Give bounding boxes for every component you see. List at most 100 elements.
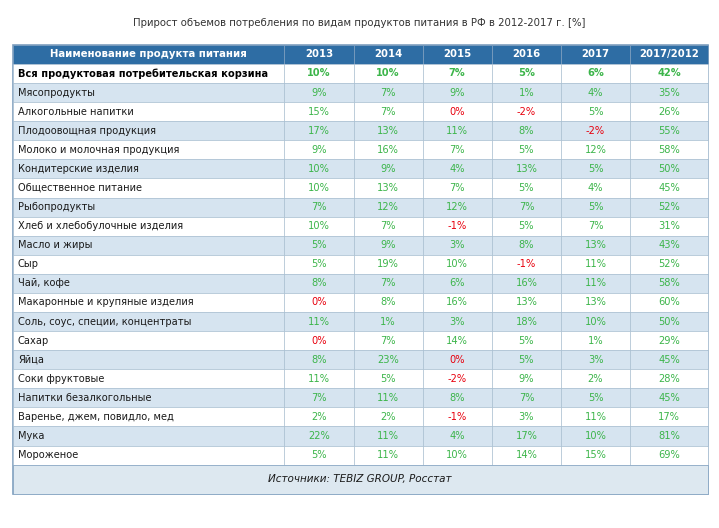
Bar: [630, 159, 708, 178]
Text: 4%: 4%: [588, 88, 603, 98]
Bar: [284, 64, 354, 83]
Bar: [492, 446, 561, 465]
Bar: [630, 388, 708, 408]
Bar: [561, 159, 630, 178]
Bar: [492, 121, 561, 140]
Bar: [284, 121, 354, 140]
Text: 3%: 3%: [588, 355, 603, 365]
Bar: [13, 159, 284, 178]
Bar: [13, 45, 284, 64]
Bar: [13, 331, 284, 350]
Bar: [492, 45, 561, 64]
Bar: [423, 388, 492, 408]
Text: 12%: 12%: [377, 202, 399, 212]
Bar: [423, 121, 492, 140]
Bar: [13, 140, 284, 159]
Text: 11%: 11%: [585, 412, 607, 422]
Bar: [630, 350, 708, 369]
Text: 11%: 11%: [446, 126, 468, 136]
Text: Наименование продукта питания: Наименование продукта питания: [50, 50, 247, 60]
Bar: [284, 388, 354, 408]
Bar: [561, 64, 630, 83]
Text: 10%: 10%: [446, 450, 468, 460]
Bar: [423, 293, 492, 312]
Bar: [354, 102, 423, 121]
Text: 9%: 9%: [380, 164, 396, 174]
Bar: [423, 197, 492, 216]
Text: 5%: 5%: [380, 374, 396, 384]
Text: 10%: 10%: [308, 221, 330, 231]
Text: 45%: 45%: [659, 393, 680, 403]
Bar: [354, 121, 423, 140]
Bar: [423, 178, 492, 197]
Text: 58%: 58%: [659, 145, 680, 155]
Text: Кондитерские изделия: Кондитерские изделия: [18, 164, 139, 174]
Bar: [561, 178, 630, 197]
Bar: [492, 350, 561, 369]
Text: 5%: 5%: [588, 393, 603, 403]
Bar: [492, 140, 561, 159]
Bar: [354, 64, 423, 83]
Text: 19%: 19%: [377, 259, 399, 269]
Text: 2016: 2016: [513, 50, 541, 60]
Bar: [630, 197, 708, 216]
Bar: [423, 140, 492, 159]
Text: 8%: 8%: [311, 355, 326, 365]
Text: 4%: 4%: [588, 183, 603, 193]
Bar: [13, 427, 284, 446]
Text: 60%: 60%: [659, 297, 680, 307]
Bar: [492, 408, 561, 427]
Bar: [423, 331, 492, 350]
Text: 26%: 26%: [659, 107, 680, 117]
Bar: [561, 293, 630, 312]
Text: 2%: 2%: [380, 412, 396, 422]
Bar: [284, 331, 354, 350]
Text: 69%: 69%: [659, 450, 680, 460]
Text: 13%: 13%: [377, 183, 399, 193]
Bar: [561, 235, 630, 254]
Bar: [13, 465, 708, 494]
Bar: [630, 408, 708, 427]
Text: -1%: -1%: [448, 412, 467, 422]
Bar: [13, 312, 284, 331]
Text: 12%: 12%: [585, 145, 607, 155]
Bar: [561, 102, 630, 121]
Bar: [561, 121, 630, 140]
Text: 7%: 7%: [311, 202, 326, 212]
Text: Соки фруктовые: Соки фруктовые: [18, 374, 104, 384]
Text: 7%: 7%: [449, 69, 466, 79]
Text: 7%: 7%: [380, 88, 396, 98]
Bar: [354, 140, 423, 159]
Text: 16%: 16%: [516, 278, 537, 288]
Text: 15%: 15%: [308, 107, 330, 117]
Text: 52%: 52%: [659, 259, 680, 269]
Text: 10%: 10%: [308, 183, 330, 193]
Bar: [423, 159, 492, 178]
Bar: [354, 45, 423, 64]
Text: 22%: 22%: [308, 431, 330, 441]
Bar: [423, 312, 492, 331]
Text: 45%: 45%: [659, 355, 680, 365]
Text: Вся продуктовая потребительская корзина: Вся продуктовая потребительская корзина: [18, 68, 268, 79]
Text: -2%: -2%: [448, 374, 467, 384]
Text: 5%: 5%: [518, 336, 534, 346]
Bar: [13, 293, 284, 312]
Text: Масло и жиры: Масло и жиры: [18, 240, 93, 250]
Bar: [13, 64, 284, 83]
Text: 10%: 10%: [307, 69, 331, 79]
Bar: [284, 159, 354, 178]
Text: 5%: 5%: [311, 450, 326, 460]
Bar: [13, 350, 284, 369]
Bar: [354, 83, 423, 102]
Bar: [630, 331, 708, 350]
Text: 9%: 9%: [518, 374, 534, 384]
Text: 7%: 7%: [449, 183, 465, 193]
Bar: [561, 350, 630, 369]
Text: 5%: 5%: [311, 259, 326, 269]
Bar: [561, 446, 630, 465]
Text: Яйца: Яйца: [18, 355, 44, 365]
Text: 7%: 7%: [380, 107, 396, 117]
Bar: [13, 369, 284, 388]
Text: 17%: 17%: [516, 431, 537, 441]
Text: 5%: 5%: [518, 183, 534, 193]
